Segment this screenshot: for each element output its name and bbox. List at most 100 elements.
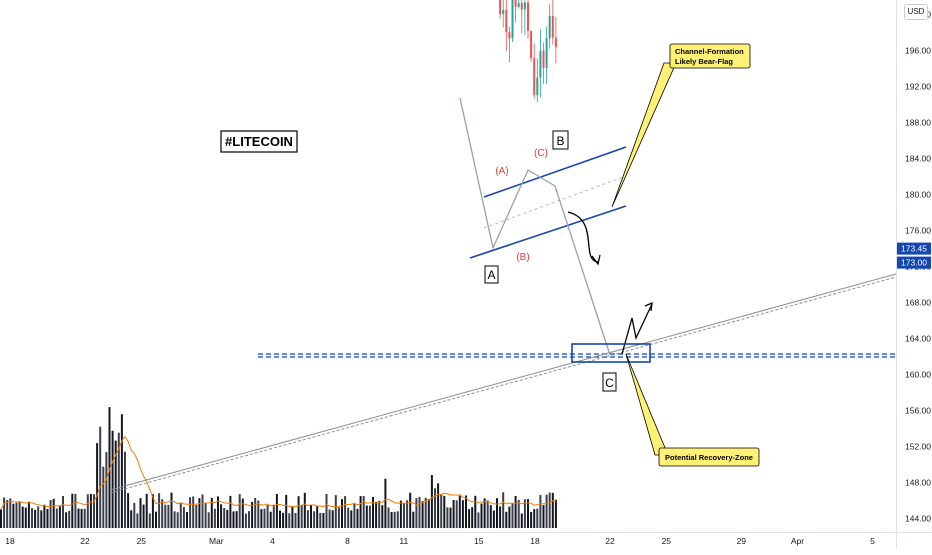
volume-bar [83,508,86,528]
volume-bar [52,498,55,528]
volume-bar [350,510,353,528]
volume-bar [65,512,68,528]
chart-title: #LITECOIN [225,134,293,149]
wave-label-a: A [487,268,495,282]
volume-bars [0,407,557,528]
volume-bar [226,509,229,528]
title-box [220,130,298,153]
volume-bar [341,499,343,528]
volume-bar [375,501,378,528]
forecast-arrow-up-head [644,301,653,312]
volume-bar [114,440,117,528]
volume-bar [9,498,12,528]
volume-bar [275,494,278,528]
volume-bar [421,501,424,528]
price-tick-label-4: 160.00 [905,370,931,380]
sub-wave-label-c: (C) [534,148,548,159]
volume-bar [418,496,421,528]
volume-bar [297,496,300,528]
volume-bar [430,475,433,528]
volume-bar [285,494,288,528]
price-tick-label-6: 168.00 [905,298,931,308]
candle-body [520,3,523,10]
long-trendline-parallel [109,276,896,494]
volume-bar [6,500,9,528]
candle-body [508,32,511,39]
volume-bar [142,504,145,528]
volume-bar [213,508,216,528]
price-tick-label-10: 184.00 [905,154,931,164]
volume-bar [477,512,480,528]
volume-bar [176,512,179,528]
currency-button[interactable]: USD [904,4,928,20]
volume-bar [263,508,266,528]
volume-bar [55,508,58,528]
volume-bar [266,505,269,528]
channel-upper-line [483,146,627,198]
volume-bar [396,511,399,528]
volume-bar [179,503,182,528]
wave-label-b: B [556,134,564,148]
time-tick-label-12: Apr [791,536,804,546]
price-badge-bg-0 [897,242,931,255]
volume-bar [393,511,396,528]
volume-bar [15,502,18,528]
volume-bar [139,498,142,528]
volume-bar [359,496,362,528]
volume-bar [548,492,551,528]
volume-bar [127,493,130,528]
volume-bar [406,500,409,528]
channel-mid-dashed-line [483,175,627,229]
volume-bar [539,495,542,528]
time-tick-label-5: 8 [345,536,350,546]
volume-bar [86,494,89,528]
volume-bar [279,510,281,528]
forecast-arrow-down-head [591,254,601,266]
candle-body [542,50,545,68]
volume-bar [210,497,213,528]
recovery-callout-box [658,447,760,467]
volume-bar [353,503,356,528]
volume-bar [182,507,185,528]
candle-body [530,30,533,59]
volume-bar [68,510,71,528]
price-tick-label-1: 148.00 [905,478,931,488]
volume-bar [192,496,195,528]
channel-callout-box [669,43,751,69]
volume-bar [244,513,247,528]
volume-bar [520,513,523,528]
volume-bar [99,426,102,528]
volume-bar [458,495,461,528]
candle-body [502,9,505,15]
sub-wave-label-a: (A) [495,166,508,177]
volume-bar [517,500,520,528]
volume-bar [412,511,415,528]
price-tick-label-13: 196.00 [905,46,931,56]
volume-bar [3,497,6,528]
volume-bar [195,505,198,528]
volume-bar [18,501,21,528]
volume-bar [530,512,533,528]
volume-bar [232,511,235,528]
volume-bar [40,510,43,528]
wave-path-line [459,97,611,356]
volume-bar [0,509,2,528]
volume-bar [356,508,359,528]
volume-bar [148,513,151,528]
volume-bar [331,510,334,528]
volume-bar [130,510,133,528]
volume-bar [303,492,306,528]
volume-bar [368,505,371,528]
volume-bar [300,505,303,528]
time-tick-label-1: 22 [80,536,90,546]
wave-label-c-box [602,372,617,392]
volume-bar [542,505,545,528]
volume-bar [499,506,502,528]
volume-bar [399,500,402,528]
time-axis[interactable]: 18 22 25 Mar 4 8 11 15 18 22 25 29 Apr 5 [5,536,875,546]
volume-bar [80,508,83,528]
volume-bar [189,497,192,528]
volume-bar [108,407,111,528]
volume-bar [117,432,120,528]
